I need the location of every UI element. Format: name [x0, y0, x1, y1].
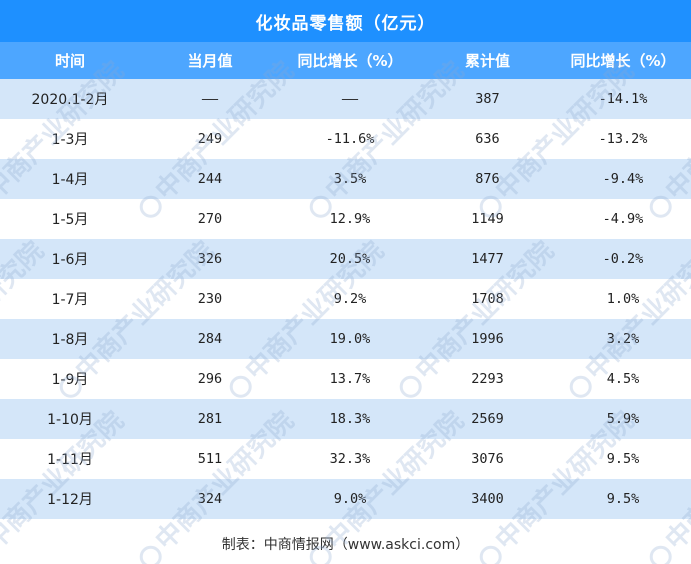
- row-cumulative-yoy: 5.9%: [606, 411, 640, 427]
- row-monthly-value: 244: [197, 171, 223, 187]
- row-cumulative-yoy: -13.2%: [598, 131, 648, 147]
- row-monthly-value: 511: [197, 451, 223, 467]
- row-cumulative-value: 387: [475, 91, 500, 107]
- table-row: 1-3月 249 -11.6% 636 -13.2%: [0, 119, 691, 159]
- row-monthly-value: 324: [197, 491, 223, 507]
- row-monthly-yoy: -11.6%: [325, 131, 375, 147]
- row-cumulative-value: 1477: [471, 251, 504, 267]
- row-cumulative-yoy: -9.4%: [602, 171, 644, 187]
- row-time: 1-6月: [51, 252, 89, 268]
- table-row: 1-5月 270 12.9% 1149 -4.9%: [0, 199, 691, 239]
- row-monthly-value: 249: [197, 131, 223, 147]
- row-cumulative-yoy: -0.2%: [602, 251, 644, 267]
- table-row: 1-11月 511 32.3% 3076 9.5%: [0, 439, 691, 479]
- table-row: 1-10月 281 18.3% 2569 5.9%: [0, 399, 691, 439]
- row-cumulative-value: 876: [475, 171, 500, 187]
- row-monthly-yoy: 13.7%: [329, 371, 371, 387]
- row-time: 1-3月: [51, 132, 89, 148]
- table-title: 化妆品零售额（亿元）: [0, 0, 691, 42]
- row-time: 1-4月: [51, 172, 89, 188]
- table-row: 1-9月 296 13.7% 2293 4.5%: [0, 359, 691, 399]
- row-cumulative-value: 2293: [471, 371, 504, 387]
- row-monthly-yoy: 9.2%: [333, 291, 367, 307]
- table-row: 1-4月 244 3.5% 876 -9.4%: [0, 159, 691, 199]
- row-cumulative-value: 1708: [471, 291, 504, 307]
- row-time: 1-12月: [47, 492, 93, 508]
- row-cumulative-yoy: 1.0%: [606, 291, 640, 307]
- row-cumulative-value: 1996: [471, 331, 504, 347]
- row-monthly-value: 326: [197, 251, 223, 267]
- row-monthly-yoy: 32.3%: [329, 451, 371, 467]
- row-time: 1-5月: [51, 212, 89, 228]
- table-row: 1-7月 230 9.2% 1708 1.0%: [0, 279, 691, 319]
- row-cumulative-value: 3076: [471, 451, 504, 467]
- row-monthly-yoy: 3.5%: [333, 171, 367, 187]
- row-monthly-value: 270: [197, 211, 223, 227]
- row-monthly-value: 230: [197, 291, 223, 307]
- row-cumulative-yoy: 9.5%: [606, 491, 640, 507]
- row-cumulative-yoy: 9.5%: [606, 451, 640, 467]
- row-time: 2020.1-2月: [31, 92, 109, 108]
- row-monthly-yoy: ——: [341, 91, 359, 107]
- row-cumulative-value: 636: [475, 131, 500, 147]
- table-row: 1-12月 324 9.0% 3400 9.5%: [0, 479, 691, 519]
- row-monthly-value: 281: [197, 411, 223, 427]
- row-cumulative-value: 2569: [471, 411, 504, 427]
- header-time: 时间: [54, 52, 85, 70]
- row-time: 1-7月: [51, 292, 89, 308]
- table-row: 1-8月 284 19.0% 1996 3.2%: [0, 319, 691, 359]
- row-monthly-yoy: 19.0%: [329, 331, 371, 347]
- row-monthly-yoy: 12.9%: [329, 211, 371, 227]
- row-cumulative-yoy: 3.2%: [606, 331, 640, 347]
- row-time: 1-10月: [47, 412, 93, 428]
- row-time: 1-8月: [51, 332, 89, 348]
- table-header-row: 时间 当月值 同比增长（%） 累计值 同比增长（%）: [0, 42, 691, 79]
- row-monthly-yoy: 20.5%: [329, 251, 371, 267]
- row-cumulative-value: 3400: [471, 491, 504, 507]
- row-monthly-value: 296: [197, 371, 223, 387]
- row-monthly-yoy: 9.0%: [333, 491, 367, 507]
- row-monthly-value: 284: [197, 331, 223, 347]
- header-cumulative-yoy: 同比增长（%）: [570, 52, 676, 70]
- row-monthly-value: ——: [201, 91, 219, 107]
- row-cumulative-yoy: -14.1%: [598, 91, 648, 107]
- table-footer-source: 制表：中商情报网（www.askci.com）: [0, 524, 691, 564]
- row-cumulative-value: 1149: [471, 211, 504, 227]
- table-row: 1-6月 326 20.5% 1477 -0.2%: [0, 239, 691, 279]
- table-row: 2020.1-2月 —— —— 387 -14.1%: [0, 79, 691, 119]
- row-monthly-yoy: 18.3%: [329, 411, 371, 427]
- row-time: 1-9月: [51, 372, 89, 388]
- row-cumulative-yoy: -4.9%: [602, 211, 644, 227]
- header-cumulative-value: 累计值: [464, 52, 510, 70]
- row-time: 1-11月: [47, 452, 93, 468]
- header-monthly-value: 当月值: [187, 52, 233, 70]
- row-cumulative-yoy: 4.5%: [606, 371, 640, 387]
- header-monthly-yoy: 同比增长（%）: [297, 52, 403, 70]
